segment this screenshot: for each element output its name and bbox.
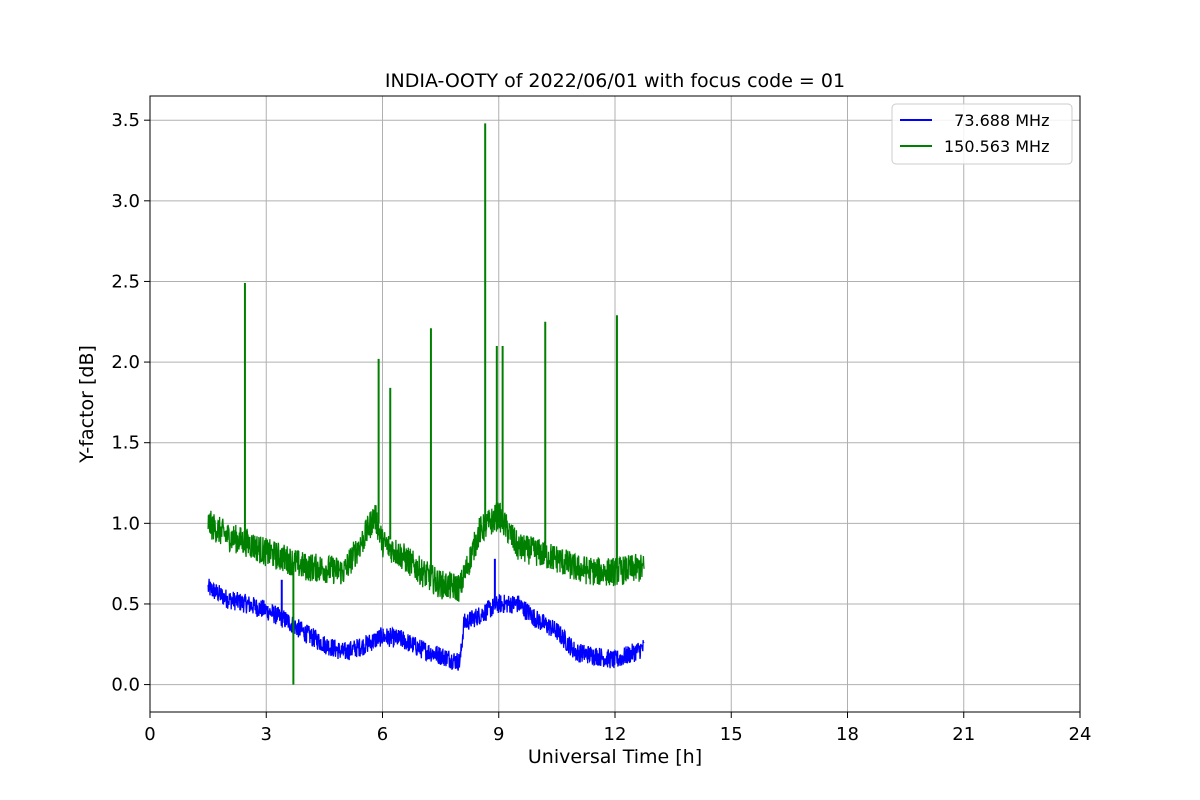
y-tick-label-1: 0.5 [111, 594, 140, 615]
x-axis-label: Universal Time [h] [528, 746, 702, 768]
y-tick-label-5: 2.5 [111, 271, 140, 292]
x-tick-label-6: 18 [836, 724, 859, 745]
y-tick-label-4: 2.0 [111, 352, 140, 373]
x-tick-label-8: 24 [1069, 724, 1092, 745]
legend: 73.688 MHz 150.563 MHz [891, 103, 1073, 165]
plot-lines [207, 123, 645, 685]
x-tick-label-3: 9 [493, 724, 504, 745]
legend-label-1: 150.563 MHz [944, 137, 1049, 156]
series-line-0 [207, 578, 645, 671]
x-tick-label-5: 15 [720, 724, 743, 745]
x-tick-label-1: 3 [261, 724, 272, 745]
y-tick-label-7: 3.5 [111, 110, 140, 131]
x-tick-label-7: 21 [952, 724, 975, 745]
legend-box [891, 103, 1073, 165]
ticks: 0 3 6 9 12 15 18 21 24 0.0 0.5 1.0 1.5 2.0 2.5 3.0 3.5 [111, 110, 1091, 745]
x-tick-label-0: 0 [144, 724, 155, 745]
y-tick-label-0: 0.0 [111, 675, 140, 696]
y-tick-label-6: 3.0 [111, 191, 140, 212]
y-axis-label: Y-factor [dB] [76, 345, 98, 464]
chart-title: INDIA-OOTY of 2022/06/01 with focus code… [385, 70, 845, 92]
y-tick-label-3: 1.5 [111, 433, 140, 454]
x-tick-label-4: 12 [604, 724, 627, 745]
series-line-1 [207, 502, 645, 602]
legend-label-0: 73.688 MHz [944, 111, 1049, 130]
grid [149, 96, 1081, 712]
x-tick-label-2: 6 [377, 724, 388, 745]
y-tick-label-2: 1.0 [111, 513, 140, 534]
